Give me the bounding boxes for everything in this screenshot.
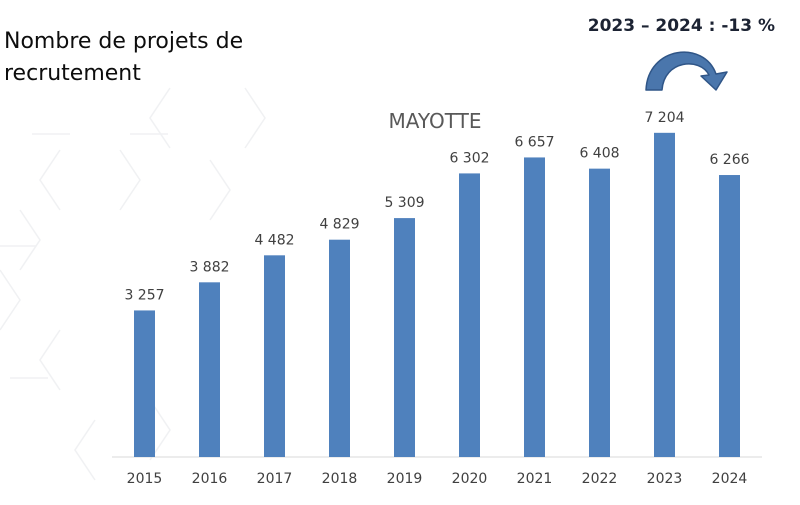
bar-2017 (264, 255, 285, 457)
curved-arrow-shape (645, 51, 728, 91)
bar-2022 (589, 168, 610, 457)
x-tick-label-2016: 2016 (192, 471, 228, 487)
bar-2020 (459, 173, 480, 457)
bar-2021 (524, 157, 545, 457)
data-label-2024: 6 266 (709, 152, 749, 168)
bar-2023 (654, 132, 675, 457)
x-tick-label-2019: 2019 (387, 471, 423, 487)
chart-title: MAYOTTE (389, 109, 482, 133)
bar-2024 (719, 175, 740, 457)
bar-2019 (394, 218, 415, 457)
x-tick-label-2018: 2018 (322, 471, 358, 487)
x-tick-label-2017: 2017 (257, 471, 293, 487)
slide-title: Nombre de projets de recrutement (4, 29, 244, 86)
x-tick-label-2024: 2024 (712, 471, 748, 487)
x-tick-label-2021: 2021 (517, 471, 553, 487)
data-label-2018: 4 829 (319, 217, 359, 233)
bar-2016 (199, 282, 220, 457)
data-label-2023: 7 204 (644, 110, 684, 126)
x-tick-label-2023: 2023 (647, 471, 683, 487)
change-label: 2023 – 2024 : -13 % (587, 16, 775, 36)
x-tick-label-2022: 2022 (582, 471, 618, 487)
bar-2015 (134, 310, 155, 457)
data-label-2015: 3 257 (124, 287, 164, 303)
x-tick-label-2020: 2020 (452, 471, 488, 487)
data-label-2021: 6 657 (514, 134, 554, 150)
curved-arrow-icon (645, 51, 728, 91)
data-label-2016: 3 882 (189, 259, 229, 275)
data-label-2019: 5 309 (384, 195, 424, 211)
data-label-2022: 6 408 (579, 146, 619, 162)
data-label-2020: 6 302 (449, 150, 489, 166)
x-tick-label-2015: 2015 (127, 471, 163, 487)
bar-2018 (329, 239, 350, 457)
data-label-2017: 4 482 (254, 232, 294, 248)
